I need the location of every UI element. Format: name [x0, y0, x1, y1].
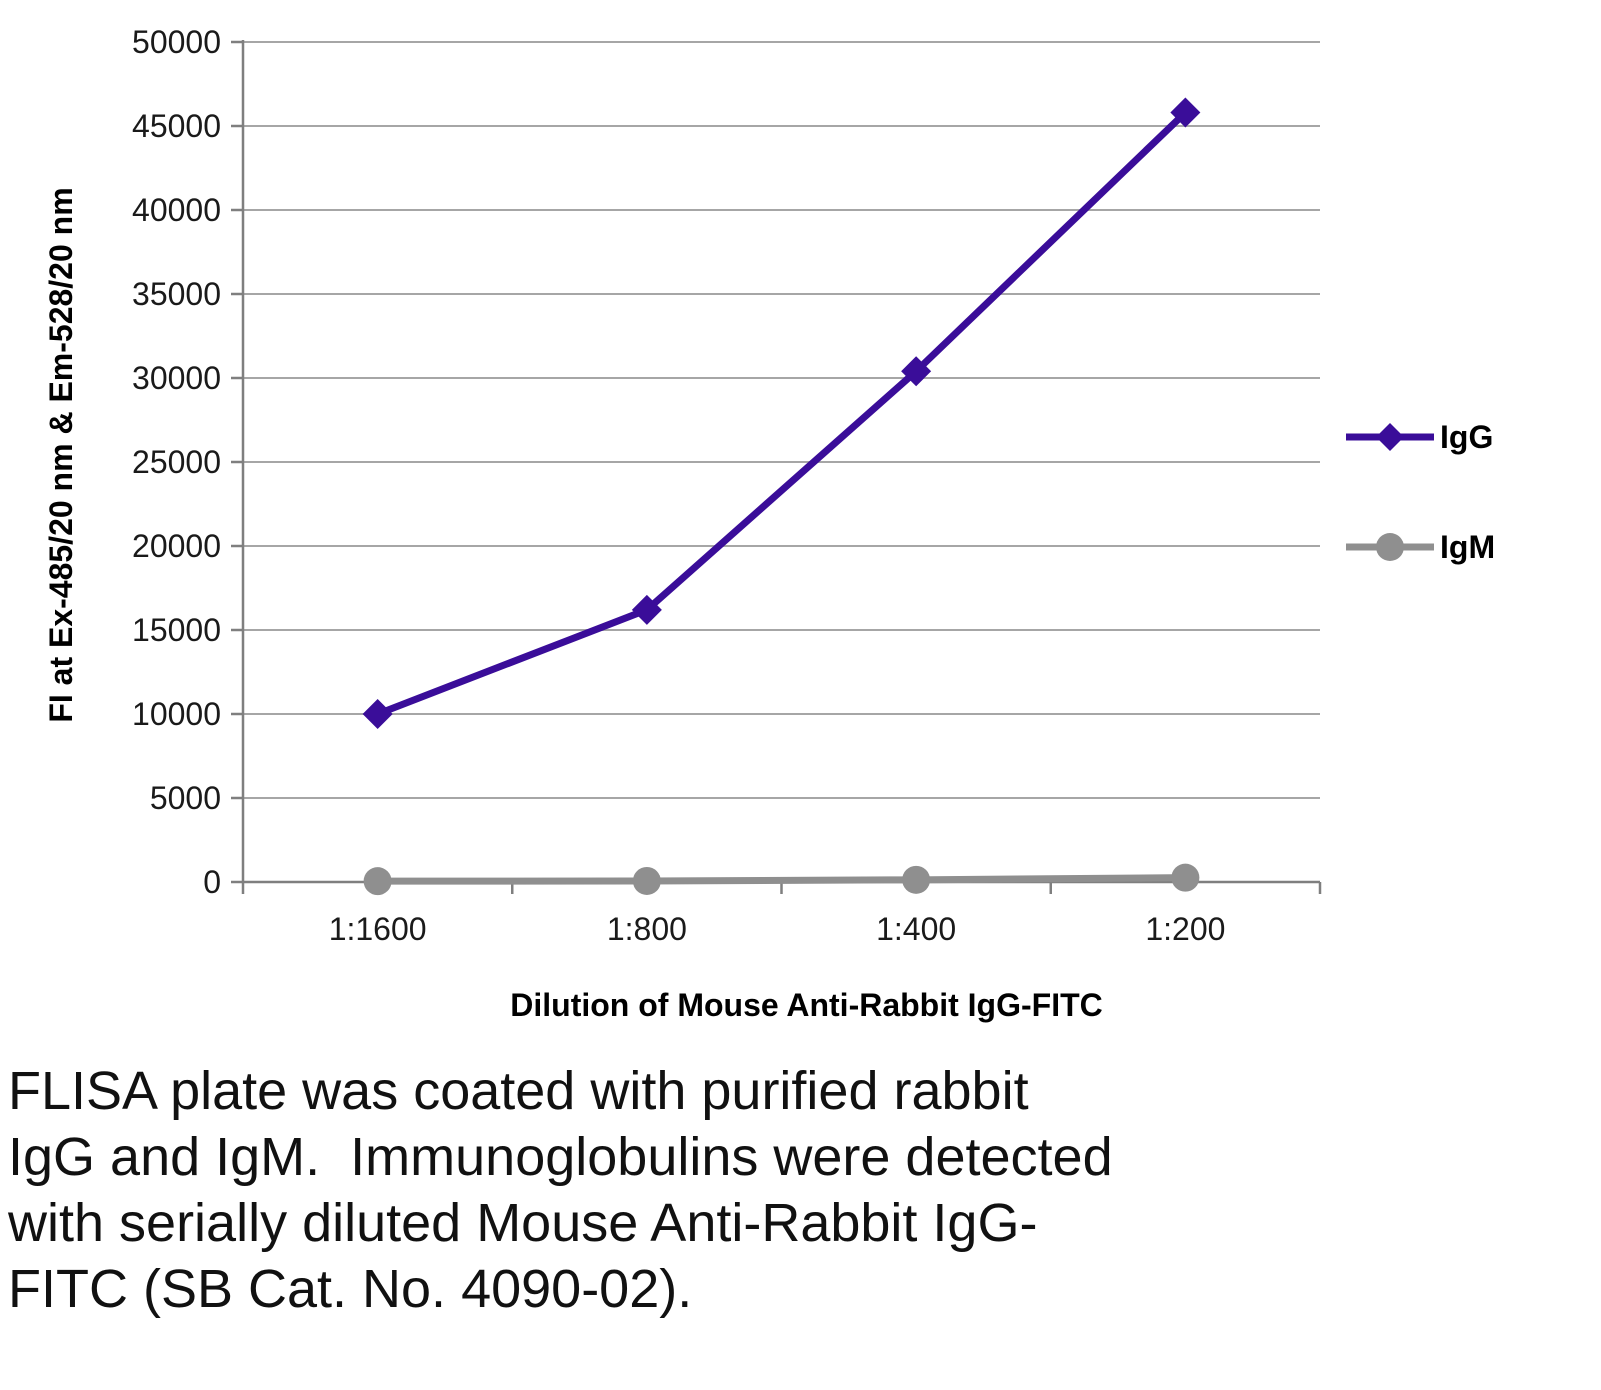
caption-line: with serially diluted Mouse Anti-Rabbit …: [8, 1193, 1038, 1253]
x-tick-label: 1:800: [607, 911, 687, 947]
IgM-circle-marker: [902, 865, 931, 894]
IgM-line: [374, 874, 1189, 885]
flisa-chart-figure: 0 5000 10000 15000 20000 25000 30000 35000 40000…: [43, 24, 1495, 1023]
IgM-circle-marker: [1171, 863, 1200, 892]
legend-item-IgM: IgM: [1346, 529, 1495, 565]
gridlines: 0 5000 10000 15000 20000 25000 30000 35000 40000…: [132, 24, 1320, 900]
y-tick-label: 35000: [132, 276, 221, 312]
legend-circle-marker: [1376, 533, 1404, 561]
x-tick-label: 1:200: [1145, 911, 1225, 947]
legend-item-IgG: IgG: [1346, 419, 1493, 455]
y-tick-label: 50000: [132, 24, 221, 60]
y-tick-label: 10000: [132, 696, 221, 732]
series-IgG: [362, 97, 1201, 729]
IgG-diamond-marker: [631, 594, 662, 625]
legend-label: IgM: [1440, 529, 1495, 565]
legend-label: IgG: [1440, 419, 1493, 455]
x-tick-label: 1:400: [876, 911, 956, 947]
legend-diamond-marker: [1376, 423, 1404, 451]
y-tick-label: 25000: [132, 444, 221, 480]
x-tick-label: 1:1600: [329, 911, 427, 947]
y-tick-label: 30000: [132, 360, 221, 396]
IgG-line: [374, 109, 1189, 718]
line-chart-canvas: 0 5000 10000 15000 20000 25000 30000 35000 40000…: [43, 24, 1495, 1023]
series-IgM: [363, 863, 1200, 896]
caption-line: FLISA plate was coated with purified rab…: [8, 1061, 1029, 1121]
caption-line: IgG and IgM. Immunoglobulins were detect…: [8, 1127, 1113, 1187]
y-axis-title: FI at Ex-485/20 nm & Em-528/20 nm: [43, 187, 79, 722]
IgG-diamond-marker: [901, 356, 932, 387]
y-tick-label: 15000: [132, 612, 221, 648]
caption-line: FITC (SB Cat. No. 4090-02).: [8, 1259, 693, 1319]
IgM-circle-marker: [363, 867, 392, 896]
y-tick-label: 45000: [132, 108, 221, 144]
IgG-diamond-marker: [1170, 97, 1201, 128]
IgM-circle-marker: [632, 866, 661, 895]
y-tick-label: 20000: [132, 528, 221, 564]
figure-caption: FLISA plate was coated with purified rab…: [8, 1058, 1488, 1322]
IgG-diamond-marker: [362, 699, 393, 729]
y-tick-label: 0: [203, 864, 221, 900]
y-tick-label: 40000: [132, 192, 221, 228]
x-axis-title: Dilution of Mouse Anti-Rabbit IgG-FITC: [510, 987, 1102, 1023]
y-tick-label: 5000: [150, 780, 221, 816]
